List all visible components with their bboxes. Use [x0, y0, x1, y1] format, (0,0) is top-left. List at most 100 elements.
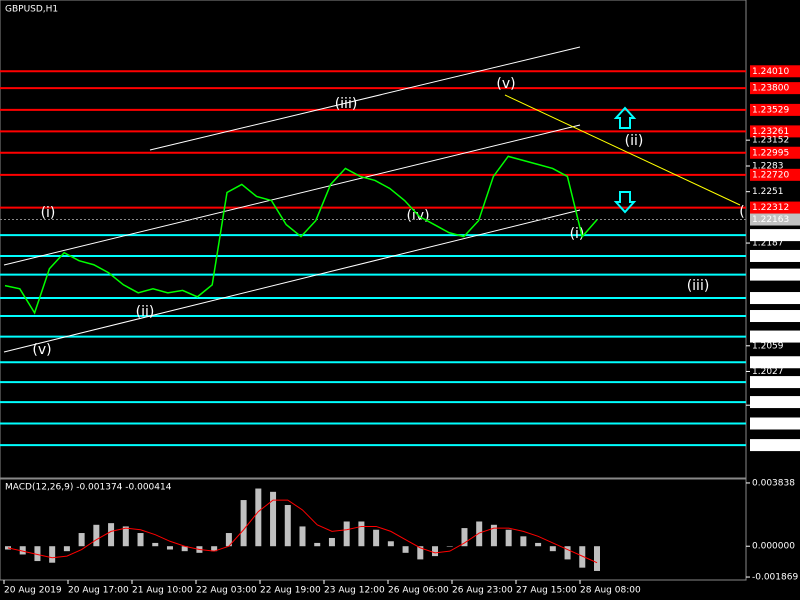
wave-label: (v) [496, 76, 515, 92]
macd-bar [314, 542, 321, 547]
macd-bar [446, 546, 453, 547]
macd-bar [270, 491, 277, 547]
macd-bar [93, 524, 100, 547]
price-label-bg [750, 439, 800, 452]
macd-bar [211, 546, 218, 552]
macd-bar [373, 529, 380, 547]
macd-bar [240, 500, 247, 547]
macd-bar [579, 546, 586, 568]
time-label: 22 Aug 19:00 [260, 586, 321, 596]
time-label: 26 Aug 23:00 [452, 586, 513, 596]
macd-bar [505, 529, 512, 547]
price-label-bg [750, 417, 800, 430]
macd-bar [343, 521, 350, 547]
macd-bar [476, 521, 483, 547]
time-label: 27 Aug 15:00 [516, 586, 577, 596]
macd-bar [535, 542, 542, 547]
macd-bar [49, 546, 56, 563]
macd-bar [225, 533, 232, 547]
price-label-bg [750, 229, 800, 242]
price-label-bg [750, 125, 800, 138]
price-label: 1.21477 [752, 270, 789, 280]
macd-bar [564, 546, 571, 560]
macd-bar [299, 526, 306, 547]
price-label: 1.20138 [752, 378, 789, 388]
price-label: 1.22995 [752, 148, 789, 158]
price-label-bg [750, 356, 800, 369]
price-label-bg [750, 168, 800, 181]
macd-bar [549, 546, 556, 552]
channel-line [3, 209, 581, 353]
price-tick-label: 1.2187 [752, 239, 784, 249]
price-label: 1.21709 [752, 251, 789, 261]
price-label: 1.23261 [752, 127, 789, 137]
macd-bar [461, 528, 468, 547]
price-tick-label: 1.2283 [752, 161, 784, 171]
wave-label: (iii) [335, 96, 358, 112]
macd-bar [181, 546, 188, 552]
macd-bar [78, 533, 85, 547]
trend-line [504, 94, 741, 206]
macd-panel-frame [0, 478, 747, 581]
price-label: 1.23529 [752, 105, 789, 115]
price-label: 1.22312 [752, 203, 789, 213]
price-label: 1.22720 [752, 170, 789, 180]
price-label: 1.21969 [752, 231, 789, 241]
price-label: 1.22163 [752, 215, 789, 225]
price-tick-label: 1.1985 [752, 401, 784, 411]
macd-bar [108, 523, 115, 547]
price-label-bg [750, 82, 800, 95]
macd-bar [490, 524, 497, 547]
macd-bar [284, 505, 291, 547]
macd-bar [19, 546, 26, 555]
time-label: 21 Aug 10:00 [132, 586, 193, 596]
time-label: 20 Aug 17:00 [68, 586, 129, 596]
price-label: 1.20385 [752, 358, 789, 368]
price-label: 1.19353 [752, 441, 789, 451]
wave-label: (ii) [625, 133, 644, 149]
price-label-bg [750, 146, 800, 159]
macd-bar [520, 536, 527, 547]
macd-bar [137, 533, 144, 547]
price-label-bg [750, 310, 800, 323]
price-tick-label: 1.2027 [752, 367, 784, 377]
macd-bar [417, 546, 424, 560]
channel-line [3, 124, 581, 266]
time-label: 20 Aug 2019 [4, 586, 62, 596]
price-label: 1.24010 [752, 67, 789, 77]
price-label-bg [750, 201, 800, 214]
macd-tick-label: -0.001869 [752, 573, 798, 583]
macd-bar [122, 526, 129, 547]
price-line [4, 155, 598, 315]
price-label-bg [750, 213, 800, 226]
down-arrow [613, 191, 637, 214]
macd-bar [594, 546, 600, 571]
price-label: 1.20705 [752, 332, 789, 342]
macd-bar [432, 546, 439, 557]
up-arrow [613, 106, 637, 129]
macd-bar [402, 546, 409, 553]
channel-line [149, 46, 581, 151]
macd-bar [63, 546, 70, 552]
time-label: 28 Aug 08:00 [580, 586, 641, 596]
macd-bar [328, 537, 335, 547]
price-tick-label: 1.2059 [752, 341, 784, 351]
time-label: 26 Aug 06:00 [388, 586, 449, 596]
time-label: 22 Aug 03:00 [196, 586, 257, 596]
macd-signal [7, 499, 598, 564]
wave-label: (i) [41, 205, 56, 221]
time-label: 23 Aug 12:00 [324, 586, 385, 596]
price-tick-label: 1.23152 [752, 136, 789, 146]
price-label-bg [750, 103, 800, 116]
price-label-bg [750, 396, 800, 409]
price-label: 1.19622 [752, 419, 789, 429]
macd-title: MACD(12,26,9) -0.001374 -0.000414 [5, 483, 172, 493]
wave-label: (v) [32, 342, 51, 358]
macd-bar [34, 546, 41, 562]
macd-tick-label: 0.003838 [752, 478, 795, 488]
price-label-bg [750, 249, 800, 262]
macd-tick-label: 0.000000 [752, 542, 795, 552]
price-label: 1.21185 [752, 294, 789, 304]
